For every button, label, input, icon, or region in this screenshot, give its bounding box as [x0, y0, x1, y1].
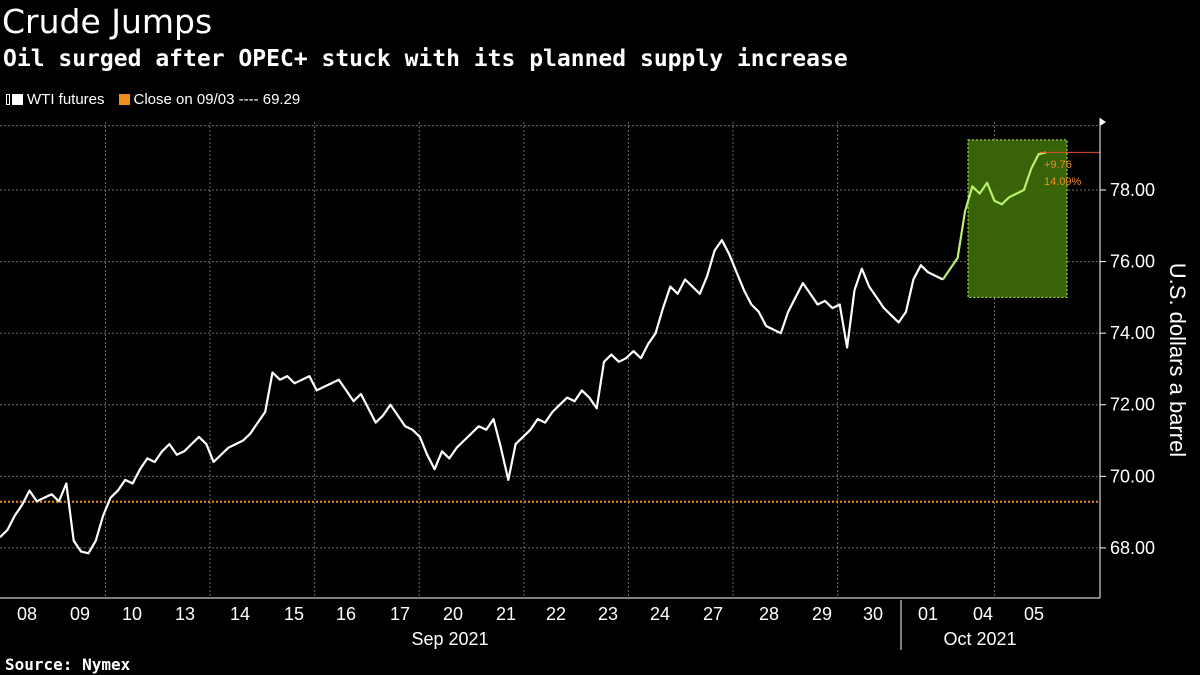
month-label: Oct 2021 — [943, 629, 1016, 649]
series-line-wti — [0, 239, 944, 555]
x-tick-label: 05 — [1024, 604, 1044, 624]
chart-subtitle: Oil surged after OPEC+ stuck with its pl… — [3, 46, 848, 72]
annotation-percent: 14.09% — [1044, 176, 1082, 188]
legend-swatch-reference — [118, 94, 130, 105]
y-tick-label: 72.00 — [1110, 395, 1155, 415]
y-tick-label: 68.00 — [1110, 538, 1155, 558]
x-tick-label: 27 — [703, 604, 723, 624]
y-tick-label: 78.00 — [1110, 180, 1155, 200]
legend-label-series: WTI futures — [27, 91, 105, 108]
x-tick-label: 09 — [70, 604, 90, 624]
y-axis-arrow — [1100, 118, 1106, 126]
legend-item-close: Close on 09/03 ---- 69.29 — [118, 91, 301, 108]
legend-label-reference: Close on 09/03 ---- 69.29 — [133, 91, 301, 108]
x-tick-label: 15 — [284, 604, 304, 624]
x-tick-label: 23 — [598, 604, 618, 624]
x-tick-label: 21 — [496, 604, 516, 624]
y-tick-label: 74.00 — [1110, 323, 1155, 343]
x-tick-label: 10 — [122, 604, 142, 624]
y-tick-label: 76.00 — [1110, 252, 1155, 272]
legend: WTI futures Close on 09/03 ---- 69.29 — [6, 91, 314, 108]
source-note: Source: Nymex — [5, 655, 131, 674]
y-tick-label: 70.00 — [1110, 466, 1155, 486]
legend-swatch-series — [12, 94, 23, 105]
x-tick-label: 16 — [336, 604, 356, 624]
x-tick-label: 08 — [17, 604, 37, 624]
x-tick-label: 24 — [650, 604, 670, 624]
highlight-region — [967, 139, 1068, 298]
x-tick-label: 13 — [175, 604, 195, 624]
highlight-box — [967, 139, 1068, 298]
x-tick-label: 17 — [390, 604, 410, 624]
legend-item-wti: WTI futures — [6, 91, 105, 108]
x-tick-label: 01 — [918, 604, 938, 624]
series-layer — [0, 151, 1100, 555]
x-tick-label: 29 — [812, 604, 832, 624]
series-line-wti-highlight — [941, 151, 1047, 281]
month-label: Sep 2021 — [411, 629, 488, 649]
line-icon — [6, 94, 10, 105]
axes: 68.00 70.00 72.00 74.00 76.00 78.00 08 09 10 13 14… — [0, 118, 1190, 650]
x-tick-label: 30 — [863, 604, 883, 624]
x-tick-label: 22 — [546, 604, 566, 624]
annotation-change: +9.76 — [1044, 159, 1072, 171]
y-axis-label: U.S. dollars a barrel — [1165, 263, 1190, 457]
x-tick-label: 28 — [759, 604, 779, 624]
x-tick-label: 04 — [973, 604, 993, 624]
grid — [0, 122, 1100, 598]
x-tick-label: 14 — [230, 604, 250, 624]
annotation-layer: +9.76 14.09% — [1044, 159, 1082, 188]
chart-title: Crude Jumps — [2, 2, 213, 41]
x-tick-label: 20 — [443, 604, 463, 624]
